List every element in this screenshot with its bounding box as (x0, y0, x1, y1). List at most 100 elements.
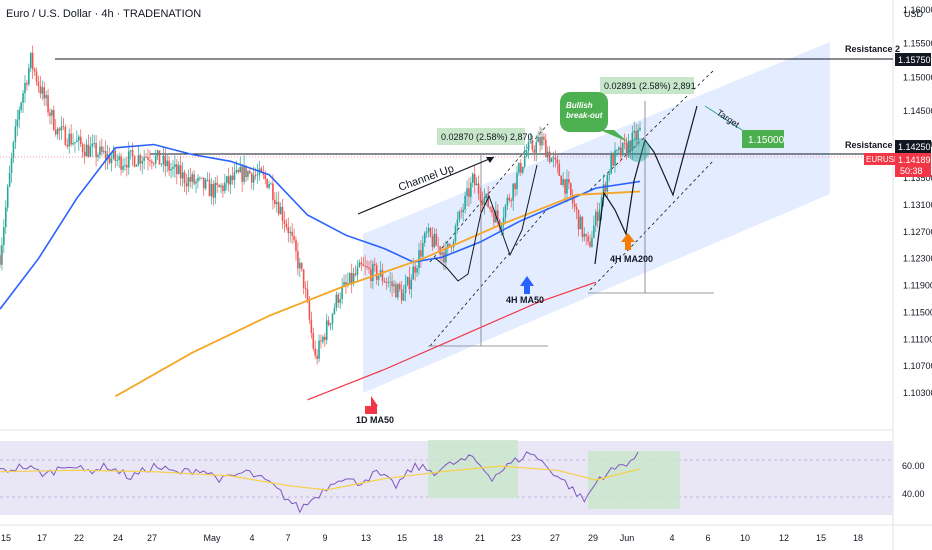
candle-body (56, 128, 59, 135)
candle-body (89, 146, 92, 157)
candle-body (625, 142, 628, 156)
candle-body (77, 136, 80, 141)
time-tick-label: 7 (285, 533, 290, 543)
candle-body (87, 144, 90, 157)
candle-body (600, 197, 603, 210)
candle-body (391, 281, 393, 287)
channel-dash-3 (589, 69, 715, 191)
time-tick-label: 15 (1, 533, 11, 543)
candle-body (322, 336, 324, 342)
candle-body (131, 150, 134, 157)
candle-body (227, 176, 230, 185)
candle-body (83, 151, 86, 157)
currency-label[interactable]: USD (904, 9, 924, 19)
candle-body (154, 155, 157, 164)
rsi-ma-line (0, 465, 641, 491)
price-axis-panel[interactable] (893, 0, 932, 550)
candle-body (152, 162, 155, 164)
candle-body (116, 160, 119, 161)
candle-body (210, 183, 213, 197)
target-arrow-line (704, 105, 743, 131)
price-tick-label: 1.11500 (903, 307, 932, 317)
candle-body (43, 87, 46, 99)
candle-body (10, 157, 13, 174)
candle-body (64, 126, 67, 146)
candle-body (231, 175, 234, 181)
candle-body (31, 52, 34, 70)
candle-body (270, 183, 272, 185)
candle-body (408, 277, 411, 290)
candle-body (212, 183, 215, 198)
resistance-1-tag-value: 1.14250 (898, 142, 931, 152)
candle-body (254, 175, 257, 177)
candle-body (287, 227, 290, 234)
candle-body (587, 236, 589, 242)
time-tick-label: 9 (322, 533, 327, 543)
candle-body (24, 82, 26, 94)
candles-layer (0, 45, 641, 365)
candle-body (239, 166, 242, 173)
time-tick-label: 10 (740, 533, 750, 543)
candle-body (550, 158, 553, 162)
candle-body (581, 216, 584, 237)
time-tick-label: 6 (705, 533, 710, 543)
candle-body (110, 158, 113, 164)
candle-body (546, 151, 549, 158)
candle-body (202, 177, 205, 189)
candle-body (316, 355, 318, 359)
candle-body (149, 160, 151, 162)
candle-body (91, 143, 94, 147)
candle-body (473, 173, 476, 186)
candle-body (1, 245, 3, 265)
candle-body (516, 172, 518, 190)
time-tick-label: 15 (816, 533, 826, 543)
candle-body (368, 267, 370, 269)
candle-body (366, 266, 368, 268)
candle-body (487, 193, 489, 208)
candle-body (179, 165, 182, 179)
candle-body (404, 284, 407, 294)
candle-body (433, 233, 436, 248)
candle-body (201, 177, 203, 179)
candle-body (504, 205, 507, 218)
candle-body (462, 209, 464, 213)
candle-body (468, 188, 470, 197)
time-tick-label: 18 (433, 533, 443, 543)
candle-body (60, 126, 63, 131)
candle-body (466, 188, 468, 196)
price-tick-label: 1.13500 (903, 173, 932, 183)
candle-body (191, 174, 193, 182)
candle-body (39, 86, 42, 94)
candle-body (250, 173, 253, 183)
candle-body (143, 157, 145, 162)
candle-body (225, 176, 228, 183)
candle-body (8, 173, 11, 187)
candle-body (435, 233, 438, 246)
candle-body (4, 207, 7, 228)
time-tick-label: Jun (620, 533, 635, 543)
candle-body (302, 269, 305, 288)
candle-body (325, 320, 328, 341)
candle-body (412, 266, 415, 280)
candle-body (364, 265, 366, 267)
candle-body (354, 273, 357, 275)
candle-body (343, 282, 345, 287)
candle-body (314, 348, 316, 356)
candle-body (591, 237, 593, 247)
candle-body (619, 147, 622, 156)
rsi-tick-label: 60.00 (902, 461, 925, 471)
candle-body (594, 211, 597, 226)
candle-body (266, 178, 268, 188)
measure-1-box (437, 128, 525, 145)
candle-body (489, 207, 491, 209)
candle-body (570, 183, 572, 195)
candle-body (112, 150, 115, 159)
candle-body (425, 231, 428, 233)
candle-body (464, 195, 466, 210)
candle-body (356, 267, 359, 275)
resistance-2-tag-value: 1.15750 (898, 55, 931, 65)
candle-body (381, 270, 384, 281)
candle-body (168, 160, 170, 171)
candle-body (97, 154, 99, 158)
